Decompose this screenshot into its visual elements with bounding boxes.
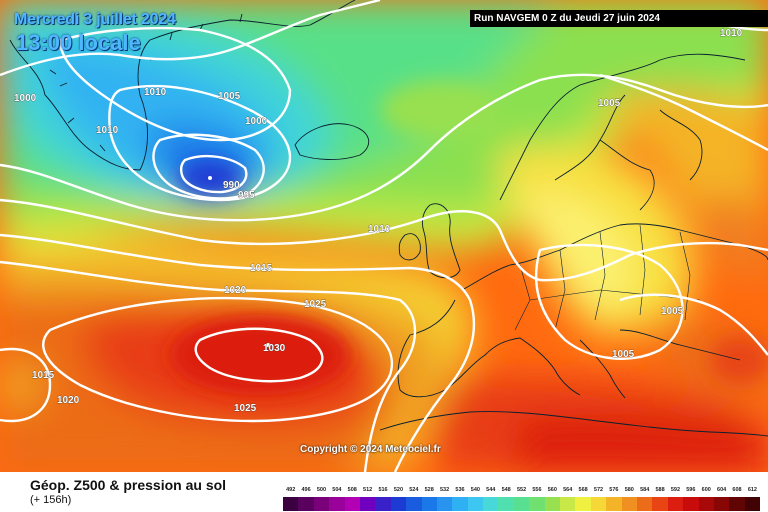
isobar-label: 1005 [598, 98, 621, 109]
high-pressure-center [266, 343, 270, 347]
color-scale-bar [283, 497, 761, 511]
isobar-label: 1020 [57, 395, 80, 406]
isobar-label: 1010 [96, 125, 119, 136]
isobar-label: 1015 [250, 263, 273, 274]
isobar-label: 1005 [612, 349, 635, 360]
scale-tick-label: 508 [347, 487, 357, 493]
scale-swatch [713, 497, 730, 511]
scale-swatch [359, 497, 376, 511]
scale-swatch [575, 497, 591, 511]
color-scale-ticks: 492 496 500 504 508 512 516 520 524 528 532 536 540 5… [283, 478, 760, 496]
scale-tick-label: 572 [593, 487, 604, 493]
isobar-label: 1020 [224, 285, 247, 296]
isobar-label: 1030 [263, 343, 286, 354]
scale-tick-label: 612 [747, 487, 757, 493]
scale-tick-label: 492 [286, 487, 296, 493]
isobar-label: 1015 [32, 370, 55, 381]
scale-tick-label: 516 [378, 487, 388, 493]
scale-tick-label: 548 [501, 487, 511, 493]
scale-tick-label: 544 [486, 487, 496, 493]
scale-tick-label: 592 [670, 487, 681, 493]
scale-tick-label: 528 [424, 487, 434, 493]
scale-tick-label: 600 [701, 487, 711, 493]
scale-tick-label: 604 [717, 487, 727, 493]
scale-tick-label: 500 [316, 487, 327, 493]
scale-tick-label: 532 [440, 487, 450, 493]
low-pressure-center [208, 176, 212, 180]
scale-swatch [729, 497, 745, 511]
scale-swatch [298, 497, 314, 511]
isobar-label: 1000 [14, 93, 37, 104]
scale-tick-label: 556 [532, 487, 542, 493]
copyright-notice: Copyright © 2024 Meteociel.fr [300, 444, 441, 455]
scale-tick-label: 596 [686, 487, 696, 493]
chart-title: Géop. Z500 & pression au sol [30, 477, 227, 493]
scale-tick-label: 568 [578, 487, 588, 493]
isobar-label: 1010 [144, 87, 167, 98]
scale-swatch [313, 497, 330, 511]
scale-swatch [698, 497, 714, 511]
scale-tick-label: 536 [455, 487, 465, 493]
scale-swatch [483, 497, 499, 511]
scale-swatch [513, 497, 530, 511]
scale-swatch [467, 497, 484, 511]
isobar-label: 1005 [218, 91, 241, 102]
run-info: Run NAVGEM 0 Z du Jeudi 27 juin 2024 [470, 10, 768, 27]
scale-swatch [329, 497, 345, 511]
isobar-label: 1025 [304, 299, 327, 310]
scale-swatch [652, 497, 668, 511]
forecast-range: (+ 156h) [30, 494, 72, 506]
geopotential-map: 1010 1000 1005 1010 1000 990 995 1010 10… [0, 0, 768, 472]
scale-swatch [636, 497, 653, 511]
scale-swatch [544, 497, 561, 511]
scale-swatch [744, 497, 761, 511]
scale-swatch [375, 497, 391, 511]
scale-swatch [621, 497, 637, 511]
scale-tick-label: 584 [640, 487, 650, 493]
scale-tick-label: 552 [516, 487, 527, 493]
scale-tick-label: 560 [547, 487, 557, 493]
scale-swatch [283, 497, 299, 511]
forecast-time: 13:00 locale [16, 30, 141, 55]
scale-tick-label: 512 [363, 487, 373, 493]
scale-swatch [560, 497, 576, 511]
color-scale-legend: 492 496 500 504 508 512 516 520 524 528 532 536 540 5… [283, 478, 761, 511]
scale-tick-label: 576 [609, 487, 619, 493]
scale-tick-label: 520 [393, 487, 404, 493]
scale-swatch [406, 497, 422, 511]
scale-tick-label: 588 [655, 487, 665, 493]
isobars [0, 0, 768, 472]
isobar-label: 1010 [368, 224, 391, 235]
isobar-label: 1025 [234, 403, 257, 414]
scale-swatch [344, 497, 360, 511]
scale-tick-label: 524 [409, 487, 419, 493]
scale-swatch [436, 497, 453, 511]
scale-swatch [498, 497, 514, 511]
forecast-date: Mercredi 3 juillet 2024 [14, 11, 176, 28]
scale-swatch [683, 497, 699, 511]
isobar-label: 1005 [661, 306, 684, 317]
scale-tick-label: 496 [301, 487, 311, 493]
scale-tick-label: 564 [563, 487, 573, 493]
scale-tick-label: 540 [470, 487, 480, 493]
isobar-label: 990 [223, 180, 240, 191]
scale-swatch [421, 497, 437, 511]
scale-swatch [667, 497, 684, 511]
isobar-label: 995 [238, 190, 255, 201]
scale-tick-label: 504 [332, 487, 342, 493]
scale-swatch [390, 497, 407, 511]
scale-tick-label: 608 [732, 487, 742, 493]
scale-swatch [590, 497, 607, 511]
isobar-label: 1000 [245, 116, 268, 127]
scale-tick-label: 580 [624, 487, 634, 493]
pressure-labels: 1010 1000 1005 1010 1000 990 995 1010 10… [14, 28, 743, 415]
scale-swatch [606, 497, 622, 511]
isobar-label: 1010 [720, 28, 743, 39]
scale-swatch [452, 497, 468, 511]
scale-swatch [529, 497, 545, 511]
